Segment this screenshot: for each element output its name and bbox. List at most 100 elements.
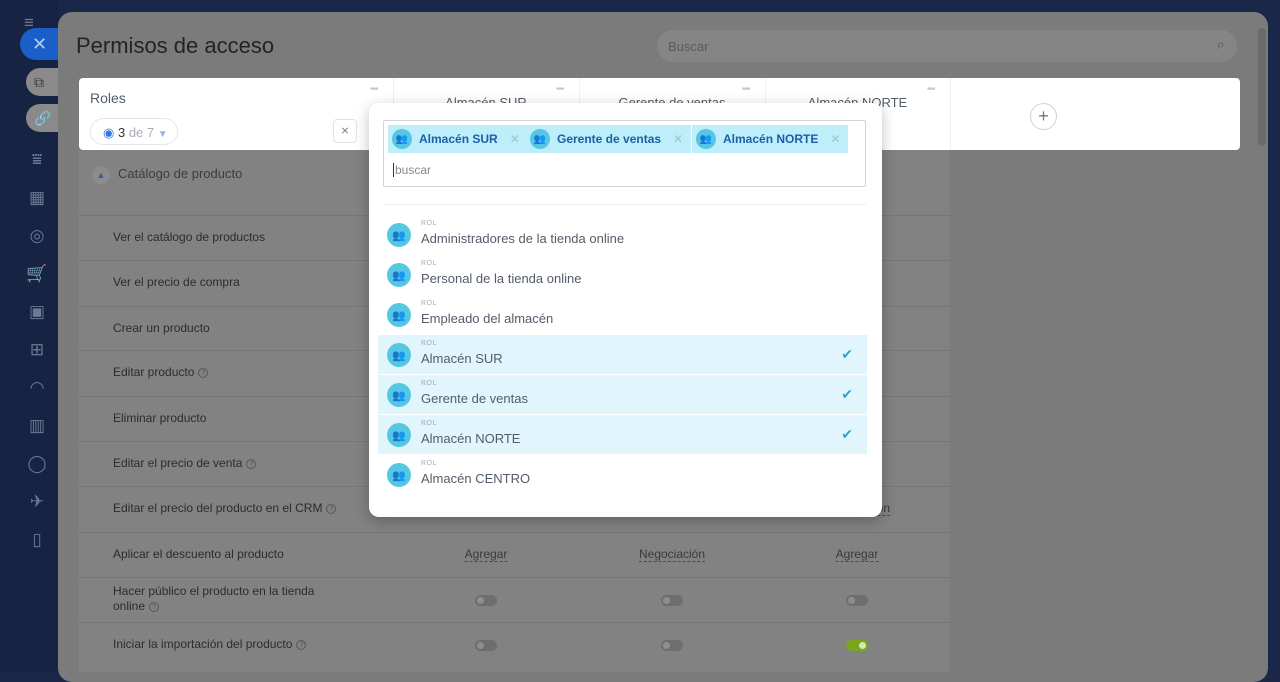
plus-icon: + xyxy=(1038,106,1049,126)
permission-text: Ver el catálogo de productos xyxy=(113,230,266,244)
role-option[interactable]: 👥 ROL Administradores de la tienda online xyxy=(378,215,867,254)
permission-text: Hacer público el producto en la tienda o… xyxy=(113,584,315,613)
permission-text: Editar el precio de venta xyxy=(113,456,243,470)
section-title: Catálogo de producto xyxy=(118,166,243,181)
group-icon: 👥 xyxy=(387,383,411,407)
permission-text: Editar producto xyxy=(113,365,195,379)
help-icon[interactable]: ? xyxy=(326,503,337,514)
check-icon: ✔ xyxy=(841,426,853,442)
roles-label: Roles xyxy=(90,90,126,106)
option-type: ROL xyxy=(421,340,437,347)
collapse-button[interactable]: ⨯ xyxy=(333,119,357,143)
tag-label: Gerente de ventas xyxy=(557,132,662,146)
divider xyxy=(383,204,866,205)
permission-label: Editar producto? xyxy=(113,365,343,380)
help-icon[interactable]: ? xyxy=(296,639,307,650)
group-icon: 👥 xyxy=(392,129,412,149)
help-icon[interactable]: ? xyxy=(246,458,257,469)
selected-roles-input[interactable]: 👥 Almacén SUR ✕ 👥 Gerente de ventas ✕ 👥 Almac… xyxy=(383,120,866,187)
role-option[interactable]: 👥 ROL Personal de la tienda online xyxy=(378,255,867,294)
permission-toggle[interactable] xyxy=(661,640,683,651)
role-selector-popup: 👥 Almacén SUR ✕ 👥 Gerente de ventas ✕ 👥 Almac… xyxy=(369,103,882,517)
help-icon[interactable]: ? xyxy=(149,601,160,612)
check-icon: ✔ xyxy=(841,346,853,362)
permission-toggle[interactable] xyxy=(846,595,868,606)
calendar-icon[interactable]: ▦ xyxy=(28,188,46,207)
rocket-icon[interactable]: ✈ xyxy=(29,492,45,511)
collapse-icon: ⨯ xyxy=(340,125,350,137)
chevron-down-icon: ▼ xyxy=(157,129,168,140)
permission-text: Eliminar producto xyxy=(113,411,207,425)
more-icon[interactable]: ••• xyxy=(927,84,935,95)
group-icon: 👥 xyxy=(387,263,411,287)
remove-tag-icon[interactable]: ✕ xyxy=(509,132,520,146)
search-input[interactable]: Buscar ⌕ xyxy=(657,30,1237,62)
option-name: Personal de la tienda online xyxy=(421,271,582,286)
inbox-icon[interactable]: ⊞ xyxy=(29,340,45,359)
role-option[interactable]: 👥 ROL Almacén NORTE ✔ xyxy=(378,415,867,454)
tag-label: Almacén SUR xyxy=(419,132,498,146)
circle-icon[interactable]: ◯ xyxy=(27,454,47,473)
group-icon: 👥 xyxy=(387,463,411,487)
group-icon: 👥 xyxy=(696,129,716,149)
option-type: ROL xyxy=(421,220,437,227)
more-icon[interactable]: ••• xyxy=(370,84,378,95)
permission-value-dropdown[interactable]: Negociación xyxy=(638,547,706,562)
role-option[interactable]: 👥 ROL Empleado del almacén xyxy=(378,295,867,334)
permission-toggle[interactable] xyxy=(475,595,497,606)
permission-label: Ver el precio de compra xyxy=(113,275,343,290)
document-icon[interactable]: ▯ xyxy=(32,530,42,549)
table-row xyxy=(79,532,950,533)
selected-tag: 👥 Almacén NORTE ✕ xyxy=(692,125,849,153)
add-role-button[interactable]: + xyxy=(1030,103,1057,130)
permission-label: Iniciar la importación del producto? xyxy=(113,637,343,652)
help-icon[interactable]: ? xyxy=(198,367,209,378)
option-type: ROL xyxy=(421,260,437,267)
table-row xyxy=(79,622,950,623)
table-row xyxy=(79,577,950,578)
role-option[interactable]: 👥 ROL Almacén CENTRO xyxy=(378,455,867,494)
selected-tag: 👥 Gerente de ventas ✕ xyxy=(526,125,692,153)
cart-icon[interactable]: 🛒 xyxy=(26,264,48,283)
permission-toggle[interactable] xyxy=(846,640,868,651)
counter-total: de 7 xyxy=(128,125,155,140)
remove-tag-icon[interactable]: ✕ xyxy=(673,132,684,146)
option-name: Empleado del almacén xyxy=(421,311,554,326)
role-search-input[interactable]: buscar xyxy=(393,163,432,177)
permission-text: Iniciar la importación del producto xyxy=(113,637,293,651)
scrollbar[interactable] xyxy=(1258,28,1266,146)
more-icon[interactable]: ••• xyxy=(556,84,564,95)
roles-counter-dropdown[interactable]: ◉ 3 de 7 ▼ xyxy=(90,118,178,145)
group-icon: 👥 xyxy=(387,343,411,367)
more-icon[interactable]: ••• xyxy=(742,84,750,95)
target-icon[interactable]: ◎ xyxy=(29,226,45,245)
group-icon: 👥 xyxy=(387,303,411,327)
close-icon: ✕ xyxy=(32,33,48,54)
divider xyxy=(950,78,951,150)
permission-text: Ver el precio de compra xyxy=(113,275,240,289)
filter-icon[interactable]: ⩸ xyxy=(31,150,43,169)
option-type: ROL xyxy=(421,420,437,427)
option-type: ROL xyxy=(421,460,437,467)
role-option[interactable]: 👥 ROL Almacén SUR ✔ xyxy=(378,335,867,374)
role-option[interactable]: 👥 ROL Gerente de ventas ✔ xyxy=(378,375,867,414)
option-type: ROL xyxy=(421,300,437,307)
permission-text: Crear un producto xyxy=(113,321,210,335)
option-name: Almacén SUR xyxy=(421,351,503,366)
menu-icon[interactable]: ≡ xyxy=(24,13,34,32)
permission-text: Editar el precio del producto en el CRM xyxy=(113,501,323,515)
search-placeholder: Buscar xyxy=(668,39,709,54)
chevron-up-icon: ▲ xyxy=(92,166,110,184)
section-header[interactable]: ▲ Catálogo de producto xyxy=(92,166,242,184)
chart-icon[interactable]: ▥ xyxy=(28,416,46,435)
permission-toggle[interactable] xyxy=(661,595,683,606)
wallet-icon[interactable]: ▣ xyxy=(28,302,46,321)
option-name: Almacén NORTE xyxy=(421,431,521,446)
option-name: Almacén CENTRO xyxy=(421,471,531,486)
speed-icon[interactable]: ◠ xyxy=(29,378,45,397)
permission-toggle[interactable] xyxy=(475,640,497,651)
permission-value-dropdown[interactable]: Agregar xyxy=(835,547,879,562)
group-icon: 👥 xyxy=(387,223,411,247)
permission-value-dropdown[interactable]: Agregar xyxy=(464,547,508,562)
remove-tag-icon[interactable]: ✕ xyxy=(830,132,841,146)
